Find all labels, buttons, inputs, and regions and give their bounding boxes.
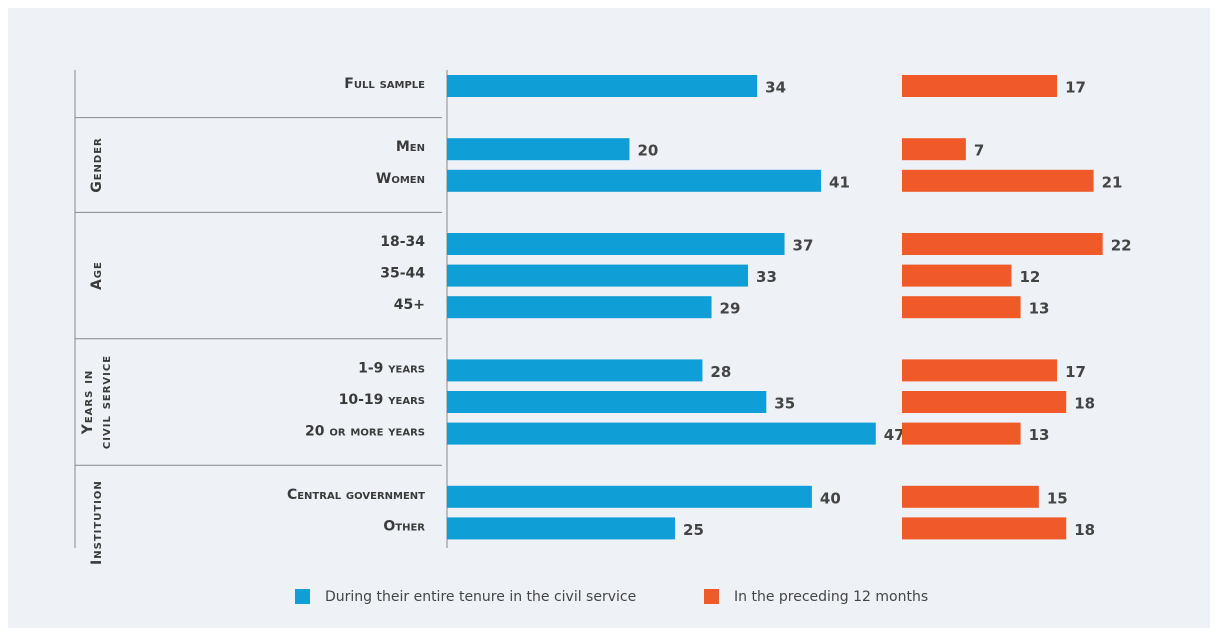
value-label: 40 — [820, 489, 841, 507]
bar — [447, 391, 767, 413]
bar — [447, 296, 712, 319]
bar — [447, 264, 749, 287]
legend-label: During their entire tenure in the civil … — [325, 589, 636, 605]
category-label: Men — [396, 139, 425, 155]
value-label: 41 — [829, 173, 850, 191]
category-label: 45+ — [394, 297, 425, 313]
group-label: Years in civil service — [80, 355, 114, 449]
bar — [447, 517, 676, 540]
value-label: 25 — [683, 521, 704, 539]
category-label: Central government — [287, 487, 425, 503]
value-label: 7 — [974, 142, 984, 160]
group-label: Gender — [89, 137, 105, 193]
group-label: Institution — [89, 480, 105, 565]
category-label: Full sample — [344, 76, 425, 92]
value-label: 47 — [884, 426, 905, 444]
bar — [902, 169, 1094, 192]
bar — [902, 485, 1039, 508]
bar — [447, 233, 785, 255]
value-label: 20 — [637, 142, 658, 160]
category-label: 18-34 — [380, 234, 425, 250]
value-label: 29 — [720, 300, 741, 318]
bar — [902, 75, 1058, 97]
legend-label: In the preceding 12 months — [734, 589, 928, 605]
bar — [902, 138, 966, 161]
bar — [902, 233, 1103, 255]
bar — [447, 359, 703, 382]
bar — [447, 169, 822, 192]
value-label: 21 — [1102, 173, 1123, 191]
bar — [902, 359, 1058, 382]
value-label: 15 — [1047, 489, 1068, 507]
category-label: 1-9 years — [358, 360, 425, 376]
value-label: 28 — [710, 363, 731, 381]
value-label: 33 — [756, 268, 777, 286]
bar — [447, 485, 812, 508]
value-label: 22 — [1111, 237, 1132, 255]
bar — [902, 391, 1067, 413]
category-label: Women — [376, 171, 425, 187]
value-label: 13 — [1029, 426, 1050, 444]
category-label: 35-44 — [380, 266, 425, 282]
category-label: Other — [383, 518, 425, 534]
value-label: 18 — [1074, 521, 1095, 539]
value-label: 35 — [774, 395, 795, 413]
bar — [447, 422, 876, 445]
bar — [902, 264, 1012, 287]
value-label: 18 — [1074, 395, 1095, 413]
category-label: 20 or more years — [305, 424, 425, 440]
bar — [902, 517, 1067, 540]
group-label: Age — [89, 261, 105, 290]
value-label: 37 — [793, 237, 814, 255]
bar — [902, 422, 1021, 445]
bar — [902, 296, 1021, 319]
value-label: 34 — [765, 79, 786, 97]
legend-swatch — [295, 589, 310, 604]
value-label: 17 — [1065, 79, 1086, 97]
category-label: 10-19 years — [339, 392, 425, 408]
value-label: 13 — [1029, 300, 1050, 318]
bar — [447, 75, 758, 97]
legend-swatch — [704, 589, 719, 604]
bar — [447, 138, 630, 161]
value-label: 12 — [1019, 268, 1040, 286]
value-label: 17 — [1065, 363, 1086, 381]
